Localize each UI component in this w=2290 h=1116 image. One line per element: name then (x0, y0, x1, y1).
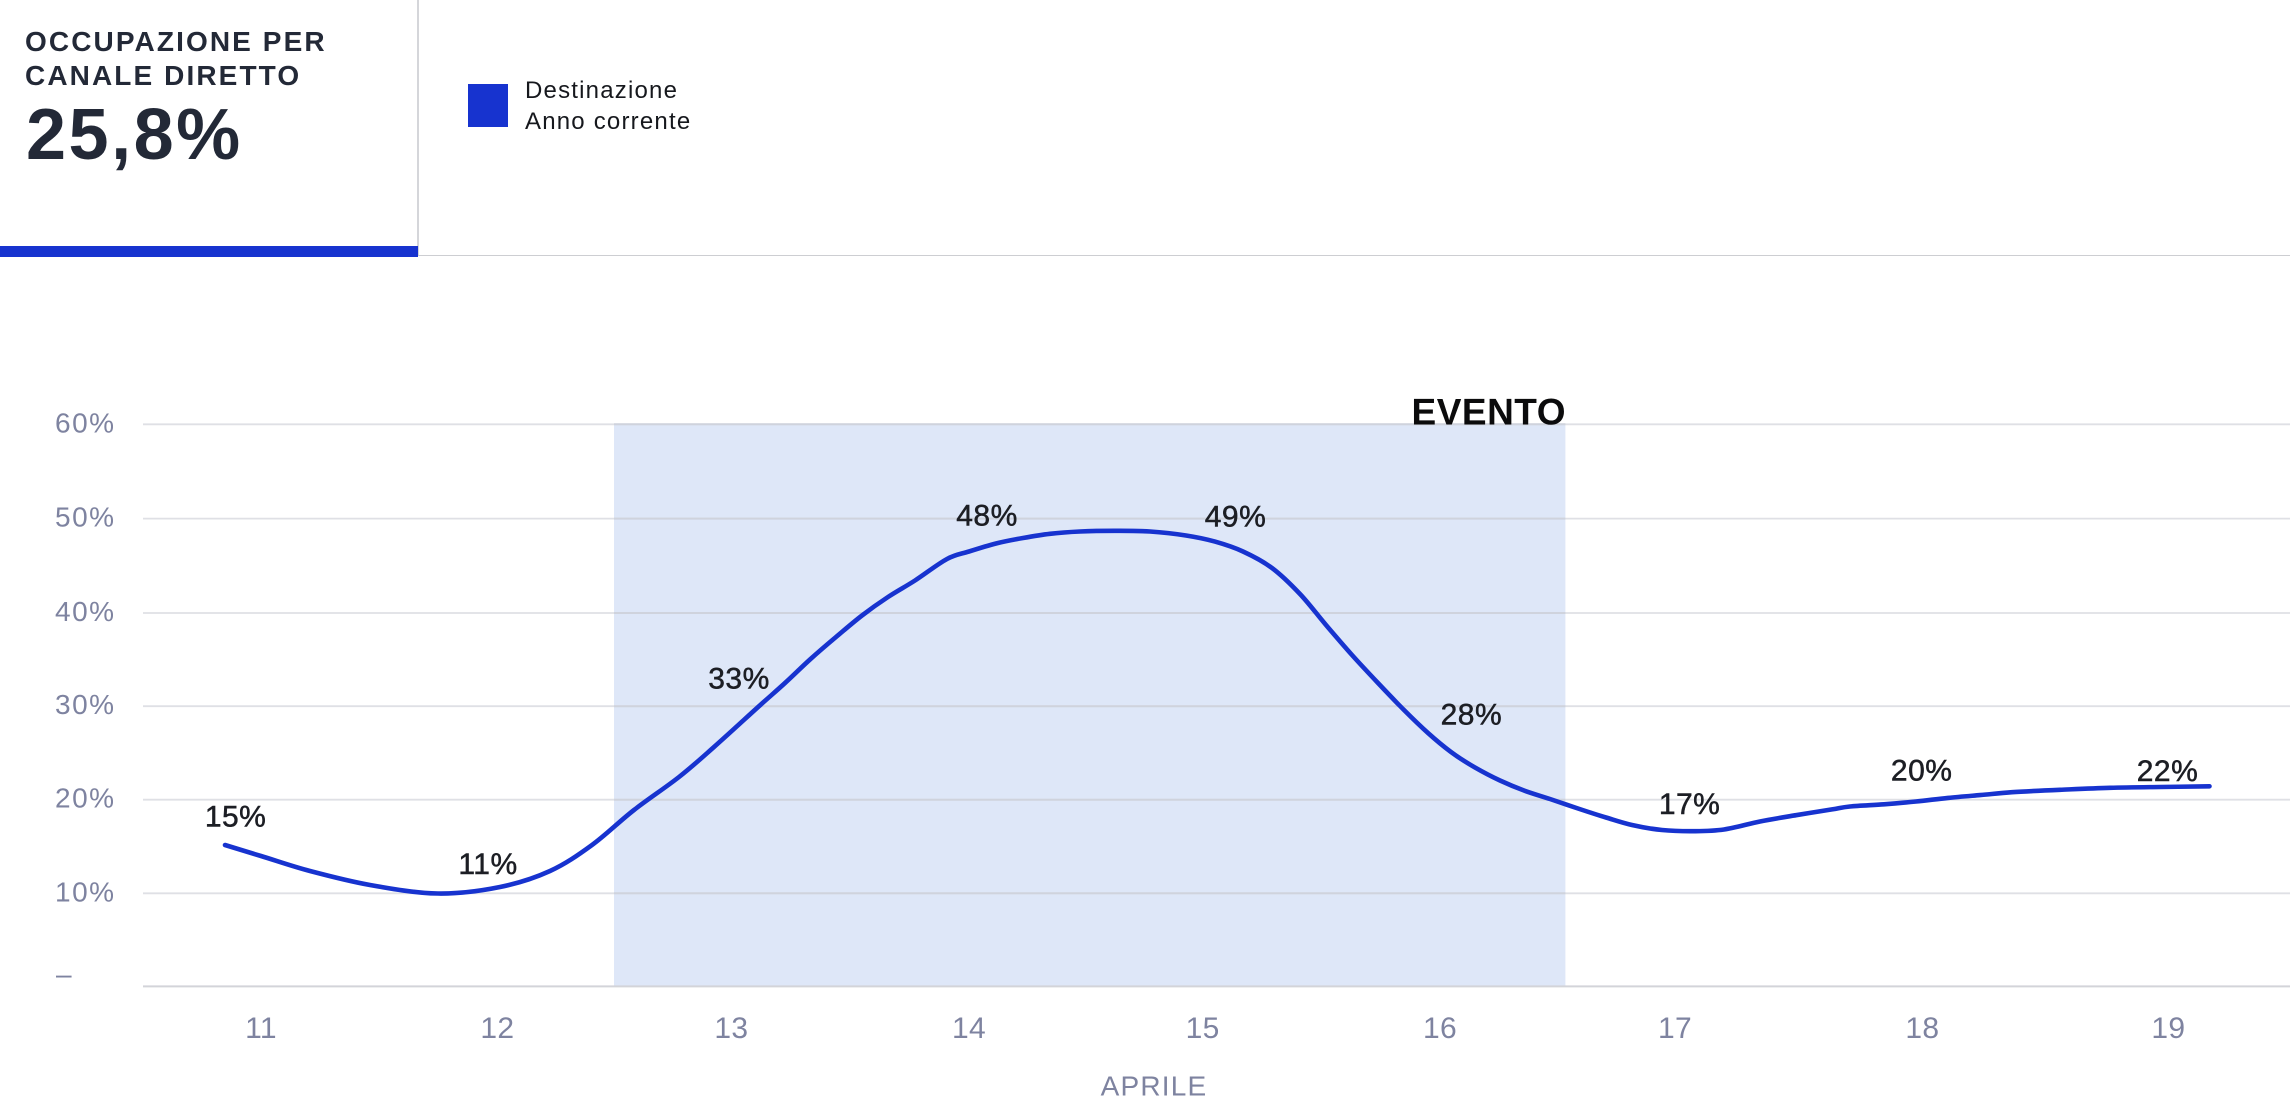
svg-text:–: – (56, 959, 72, 990)
svg-text:33%: 33% (708, 662, 770, 695)
svg-text:17%: 17% (1659, 788, 1721, 821)
svg-text:50%: 50% (55, 502, 116, 533)
svg-text:15: 15 (1186, 1012, 1220, 1045)
svg-text:20%: 20% (1891, 755, 1953, 788)
svg-text:60%: 60% (55, 407, 116, 438)
svg-text:13: 13 (714, 1012, 748, 1045)
svg-text:19: 19 (2151, 1012, 2185, 1045)
svg-text:28%: 28% (1441, 698, 1503, 731)
svg-text:40%: 40% (55, 596, 116, 627)
svg-text:20%: 20% (55, 783, 116, 814)
svg-text:48%: 48% (956, 500, 1018, 533)
svg-text:11%: 11% (458, 848, 517, 881)
svg-text:EVENTO: EVENTO (1412, 392, 1566, 433)
svg-text:49%: 49% (1205, 501, 1267, 534)
svg-text:10%: 10% (55, 876, 116, 907)
svg-text:18: 18 (1905, 1012, 1939, 1045)
svg-text:11: 11 (245, 1012, 277, 1045)
svg-text:15%: 15% (205, 800, 267, 833)
svg-text:17: 17 (1658, 1012, 1692, 1045)
svg-text:30%: 30% (55, 689, 116, 720)
svg-text:22%: 22% (2137, 755, 2199, 788)
svg-text:14: 14 (952, 1012, 986, 1045)
svg-text:APRILE: APRILE (1101, 1071, 1208, 1102)
svg-text:12: 12 (480, 1012, 514, 1045)
svg-text:16: 16 (1423, 1012, 1457, 1045)
